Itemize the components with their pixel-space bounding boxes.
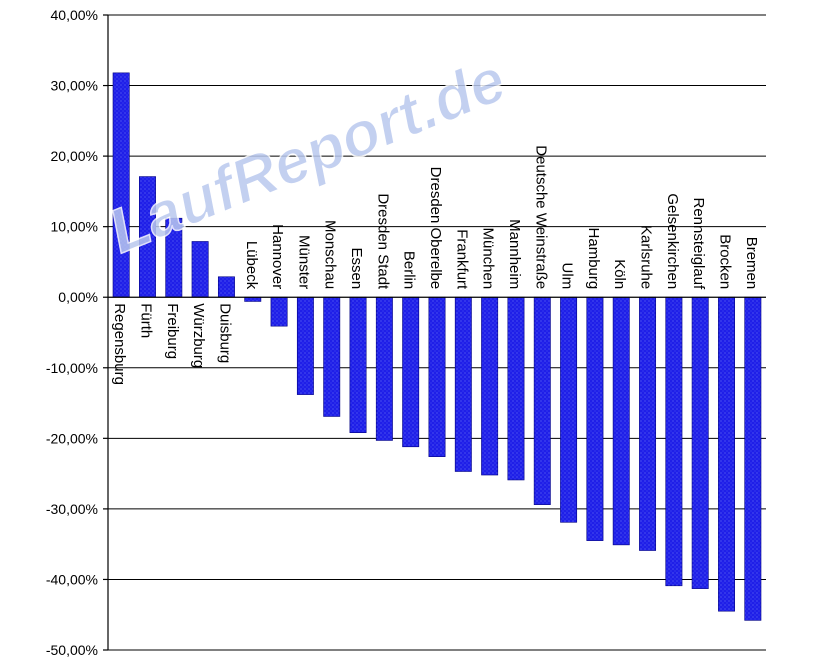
- bar-würzburg: [191, 241, 209, 298]
- category-label: Freiburg: [164, 303, 181, 359]
- category-label: Mannheim: [506, 219, 523, 289]
- bar-münchen: [481, 296, 499, 476]
- category-label: Karlsruhe: [638, 225, 655, 289]
- category-label: Fürth: [137, 303, 154, 338]
- category-label: Essen: [348, 248, 365, 290]
- bar-duisburg: [217, 276, 235, 298]
- y-tick-label: -10,00%: [46, 360, 98, 376]
- bar-lübeck: [244, 296, 262, 302]
- y-axis-tick-labels: 40,00% 30,00% 20,00% 10,00% 0,00% -10,00% -20,…: [46, 7, 98, 658]
- bar-köln: [612, 296, 630, 546]
- bar-münster: [296, 296, 314, 395]
- bar-gelsenkirchen: [665, 296, 683, 587]
- bar-deutsche-weinstraße: [533, 296, 551, 505]
- bar-mannheim: [507, 296, 525, 481]
- category-label: Ulm: [559, 263, 576, 290]
- bar-ulm: [560, 296, 578, 523]
- bar-dresden-stadt: [375, 296, 393, 441]
- category-label: Hannover: [269, 224, 286, 289]
- category-label: Köln: [611, 259, 628, 289]
- bar-monschau: [323, 296, 341, 417]
- y-tick-label: -20,00%: [46, 430, 98, 446]
- axes: [107, 15, 766, 650]
- bar-essen: [349, 296, 367, 433]
- bar-karlsruhe: [639, 296, 657, 551]
- y-tick-label: 40,00%: [51, 7, 98, 23]
- bar-berlin: [402, 296, 420, 448]
- gridlines: [103, 14, 766, 651]
- y-tick-label: 30,00%: [51, 78, 98, 94]
- category-label: Brocken: [717, 234, 734, 289]
- category-label: Regensburg: [111, 303, 128, 385]
- bar-brocken: [718, 296, 735, 612]
- bar-hamburg: [586, 296, 604, 541]
- bar-bremen: [744, 296, 762, 621]
- bar-frankfurt: [454, 296, 472, 472]
- category-label: Hamburg: [585, 228, 602, 290]
- y-tick-label: -30,00%: [46, 501, 98, 517]
- category-label: Münster: [295, 235, 312, 289]
- category-label: Deutsche Weinstraße: [532, 145, 549, 289]
- category-label: Dresden Oberelbe: [427, 167, 444, 290]
- y-tick-label: 10,00%: [51, 219, 98, 235]
- category-label: Dresden Stadt: [374, 193, 391, 290]
- category-labels: Regensburg Fürth Freiburg Würzburg Duisburg L…: [111, 145, 760, 385]
- category-label: Bremen: [743, 237, 760, 290]
- category-label: Duisburg: [216, 303, 233, 363]
- y-tick-label: -50,00%: [46, 642, 98, 658]
- category-label: Rennsteiglauf: [690, 197, 707, 290]
- category-label: Frankfurt: [453, 229, 470, 290]
- y-tick-label: 20,00%: [51, 148, 98, 164]
- category-label: Würzburg: [190, 303, 207, 368]
- y-tick-label: -40,00%: [46, 571, 98, 587]
- y-tick-label: 0,00%: [58, 289, 98, 305]
- category-label: Monschau: [322, 220, 339, 289]
- category-label: Berlin: [401, 251, 418, 289]
- bars: [112, 72, 762, 621]
- bar-hannover: [270, 296, 288, 327]
- category-label: München: [480, 228, 497, 290]
- category-label: Gelsenkirchen: [664, 193, 681, 289]
- bar-rennsteiglauf: [691, 296, 709, 589]
- category-label: Lübeck: [243, 241, 260, 290]
- bar-dresden-oberelbe: [428, 296, 446, 457]
